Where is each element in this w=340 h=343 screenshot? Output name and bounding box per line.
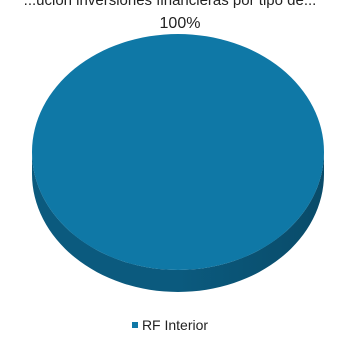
slice-data-label: 100% bbox=[160, 15, 201, 32]
legend-label: RF Interior bbox=[141, 317, 209, 333]
pie-slice-0 bbox=[32, 34, 324, 270]
legend-swatch bbox=[131, 322, 138, 329]
pie-slice-side-0 bbox=[32, 152, 324, 292]
chart-title: ...ución inversiones financieras por tip… bbox=[23, 0, 317, 9]
legend: RF Interior bbox=[0, 317, 340, 333]
pie-chart: 100% bbox=[32, 15, 324, 292]
